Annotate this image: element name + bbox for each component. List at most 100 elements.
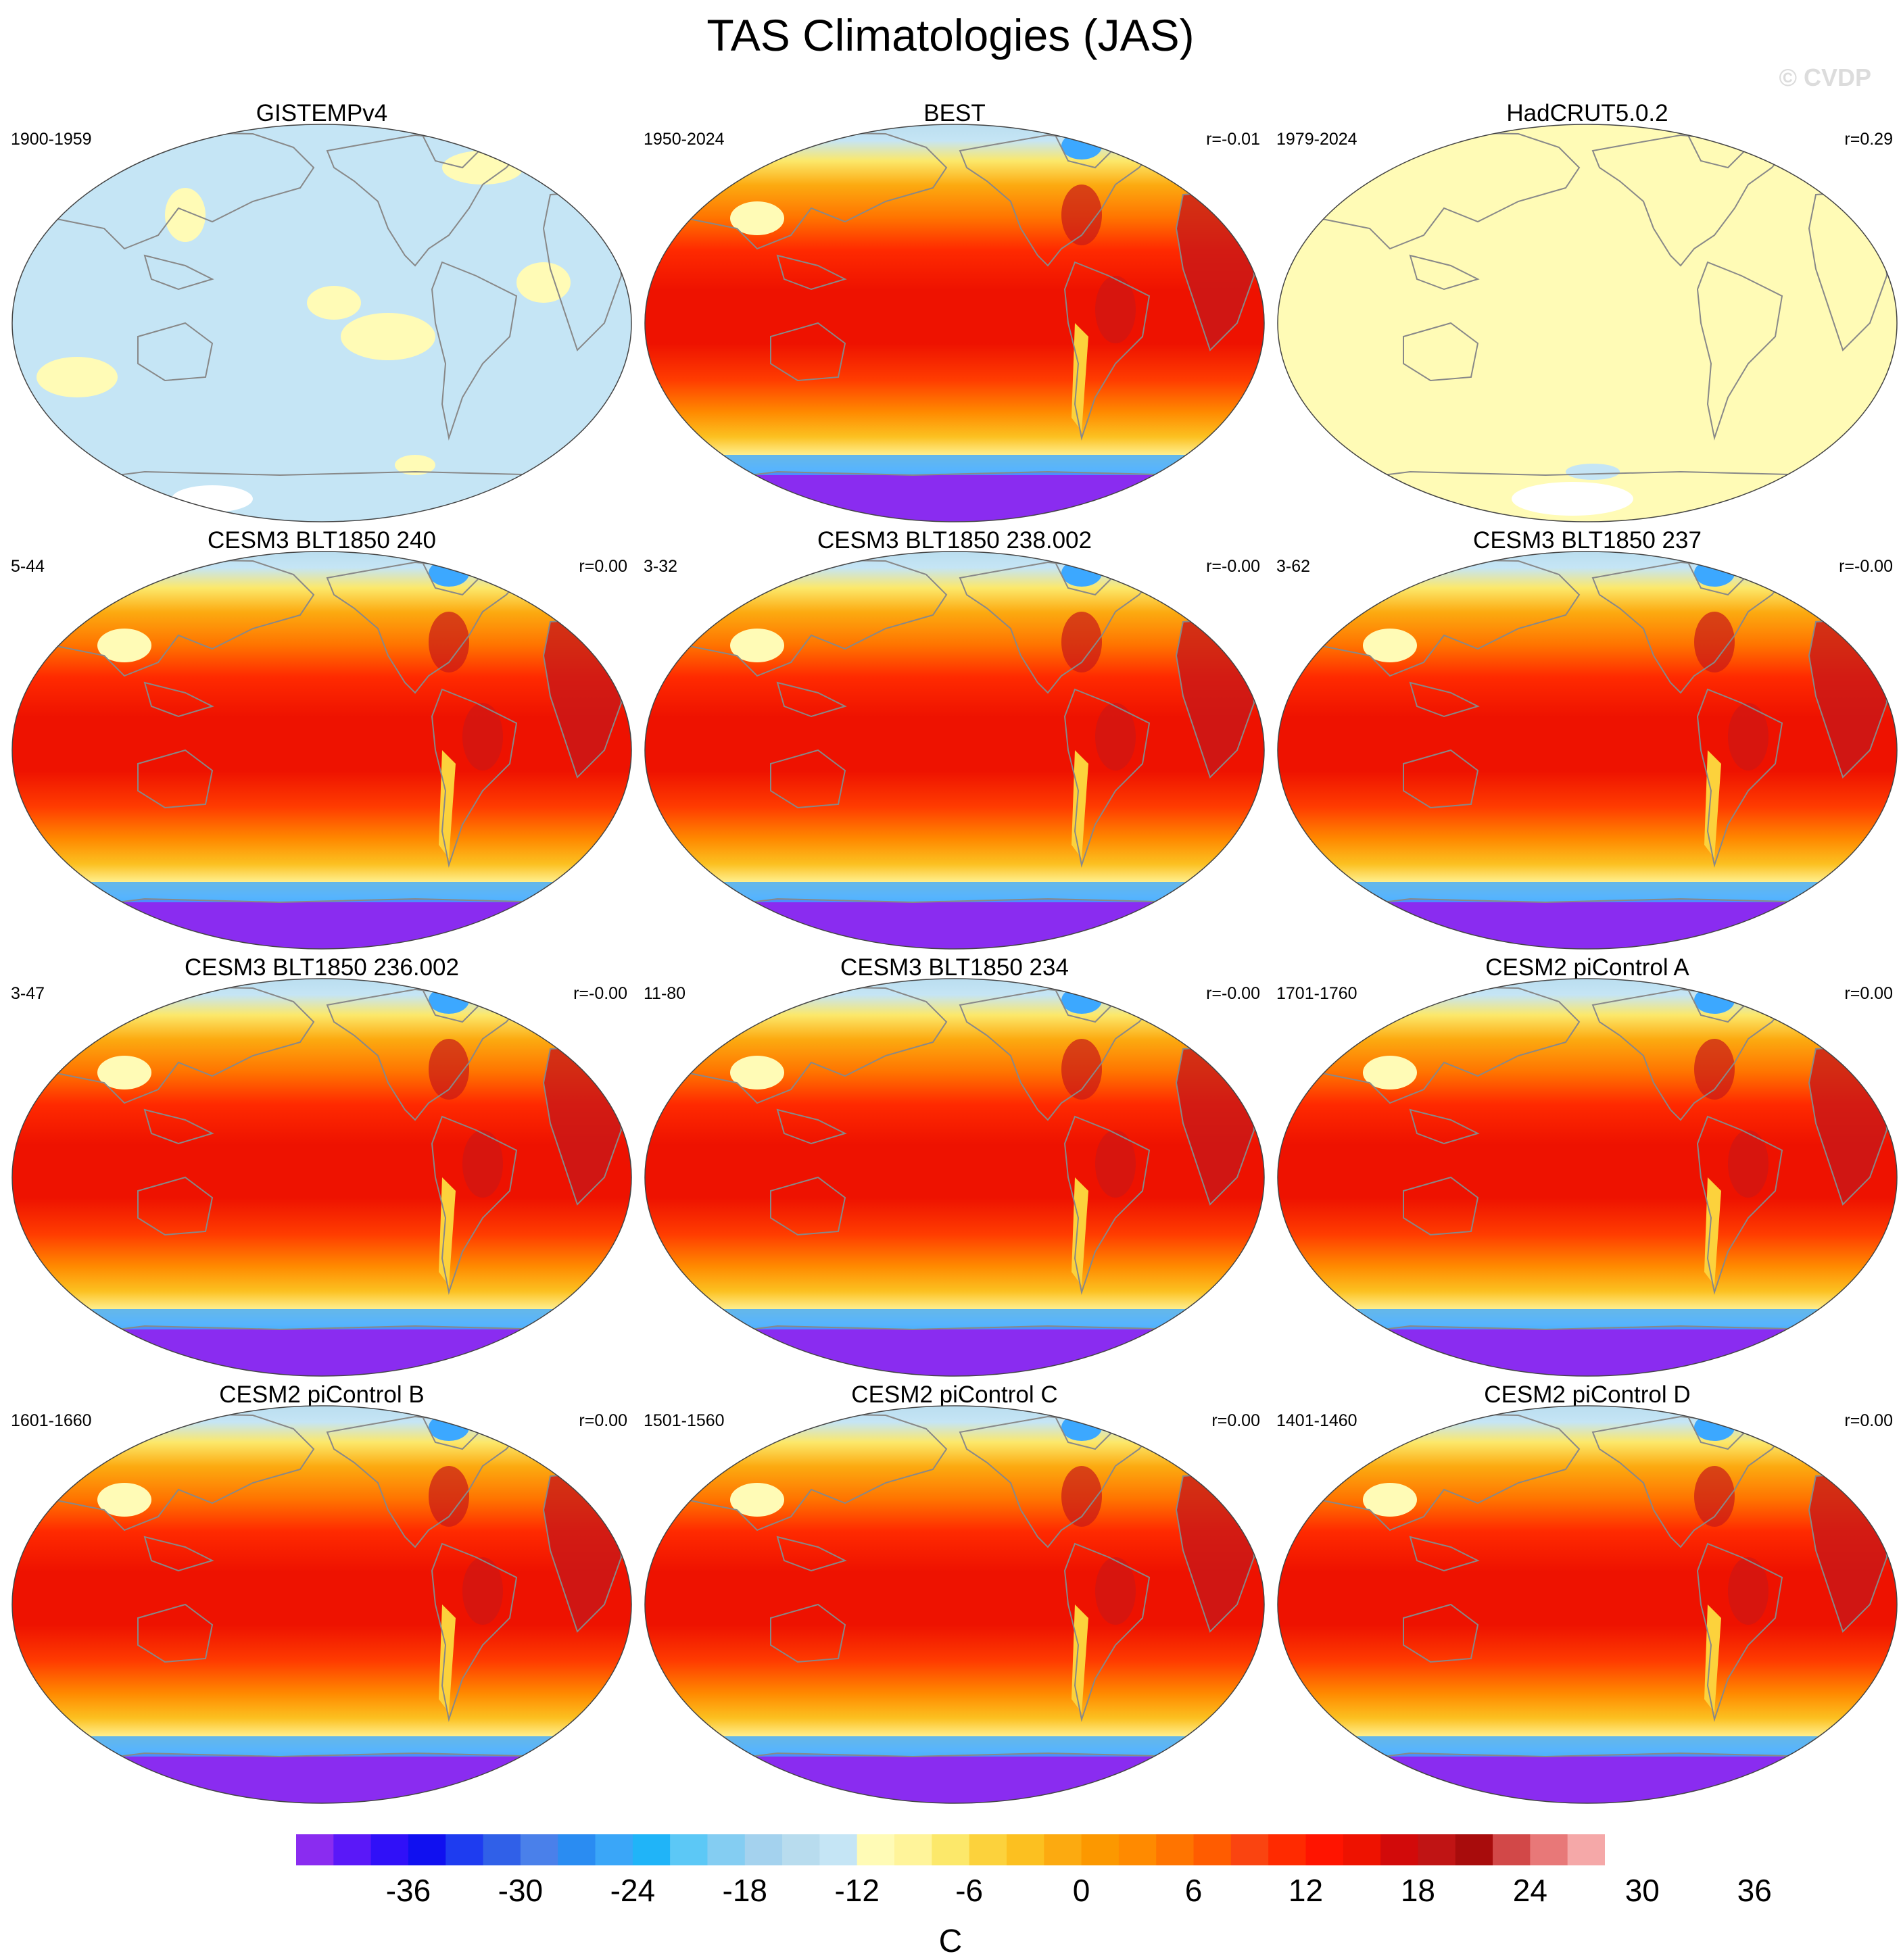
colorbar-tick-label: -18 — [722, 1873, 768, 1908]
coastline-europe — [1808, 580, 1895, 623]
antarctica-cold — [669, 1753, 1244, 1803]
tibet-cold-spot — [730, 629, 784, 662]
map-panel: CESM3 BLT1850 234 11-80 r=-0.00 — [642, 954, 1267, 1380]
coastline-australia — [770, 1176, 846, 1236]
coastline-seasia — [776, 681, 847, 718]
colorbar-tick-label: -12 — [834, 1873, 880, 1908]
coastline-europe — [542, 580, 629, 623]
field-patch — [442, 151, 523, 185]
andes-cold-strip — [1072, 323, 1088, 431]
land-hot-namerica — [1694, 612, 1735, 672]
tibet-cold-spot — [97, 1056, 151, 1089]
antarctica-cold — [669, 472, 1244, 522]
figure-title: TAS Climatologies (JAS) — [706, 10, 1195, 60]
map-border — [1277, 978, 1898, 1377]
land-hot-namerica — [429, 1039, 469, 1100]
antarctica-cold — [669, 899, 1244, 949]
world-map — [644, 978, 1265, 1377]
map-border — [1277, 551, 1898, 950]
colorbar-swatch — [1118, 1834, 1157, 1865]
coastline-samerica — [1696, 1542, 1783, 1722]
coastline-australia — [137, 749, 214, 809]
map-border — [644, 1405, 1265, 1804]
panel-correlation: r=0.00 — [579, 557, 627, 576]
panel-correlation: r=-0.00 — [1206, 557, 1260, 576]
coastline-samerica — [1063, 1115, 1151, 1295]
colorbar-swatch — [1567, 1834, 1605, 1865]
colorbar-swatch — [670, 1834, 708, 1865]
world-map — [1277, 1405, 1898, 1804]
field-patch — [341, 313, 435, 360]
land-hot-samerica — [462, 1130, 503, 1198]
coastline-samerica — [1063, 261, 1151, 441]
panel-period: 1979-2024 — [1276, 130, 1357, 149]
colorbar-swatch — [446, 1834, 484, 1865]
panel-title: CESM2 piControl B — [219, 1381, 425, 1408]
coastline-samerica — [1063, 1542, 1151, 1722]
southern-ocean-cold — [645, 1736, 1264, 1757]
colorbar-swatch — [1305, 1834, 1344, 1865]
colorbar-swatch — [1530, 1834, 1568, 1865]
colorbar-swatch — [1156, 1834, 1195, 1865]
panel-period: 11-80 — [644, 984, 686, 1003]
panel-period: 1501-1560 — [644, 1411, 725, 1430]
tibet-cold-spot — [97, 629, 151, 662]
panel-period: 3-47 — [11, 984, 45, 1003]
colorbar-swatch — [483, 1834, 521, 1865]
panel-title: CESM3 BLT1850 236.002 — [184, 954, 459, 981]
southern-ocean-cold — [12, 1736, 631, 1757]
field-patch — [307, 286, 361, 320]
coastline-seasia — [1409, 254, 1480, 291]
andes-cold-strip — [1704, 1604, 1721, 1713]
panel-correlation: r=-0.00 — [573, 984, 627, 1003]
antarctica-cold — [37, 899, 611, 949]
land-hot-samerica — [1095, 276, 1136, 343]
land-hot-namerica — [429, 612, 469, 672]
land-hot-samerica — [1728, 1557, 1768, 1625]
coastline-seasia — [143, 254, 214, 291]
coastline-samerica — [431, 1115, 518, 1295]
colorbar-swatch — [1493, 1834, 1531, 1865]
land-hot-namerica — [1061, 1039, 1102, 1100]
colorbar-tick-label: 0 — [1072, 1873, 1090, 1908]
land-hot-namerica — [1061, 612, 1102, 672]
panel-title: CESM2 piControl D — [1484, 1381, 1691, 1408]
coastline-samerica — [1696, 688, 1783, 868]
land-hot-namerica — [1694, 1039, 1735, 1100]
panel-period: 3-32 — [644, 557, 678, 576]
panel-title: CESM2 piControl C — [851, 1381, 1058, 1408]
andes-cold-strip — [439, 1604, 456, 1713]
colorbar-swatch — [1044, 1834, 1082, 1865]
colorbar-tick-label: -30 — [498, 1873, 544, 1908]
colorbar-swatch — [1380, 1834, 1418, 1865]
map-panel: CESM3 BLT1850 240 5-44 r=0.00 — [9, 527, 634, 953]
andes-cold-strip — [1704, 750, 1721, 858]
andes-cold-strip — [1704, 1177, 1721, 1285]
cvdp-watermark: © CVDP — [1779, 64, 1871, 91]
colorbar-tick-label: -36 — [385, 1873, 431, 1908]
field-patch — [1802, 489, 1870, 509]
tibet-cold-spot — [1363, 1483, 1417, 1517]
colorbar-tick-label: 6 — [1184, 1873, 1203, 1908]
coastline-europe — [1175, 580, 1262, 623]
coastline-europe — [1175, 1007, 1262, 1050]
world-map — [1277, 124, 1898, 522]
colorbar-swatch — [932, 1834, 970, 1865]
panel-title: GISTEMPv4 — [256, 100, 388, 126]
land-hot-samerica — [1095, 1557, 1136, 1625]
map-border — [11, 978, 632, 1377]
land-hot-samerica — [1728, 1130, 1768, 1198]
land-hot-namerica — [1061, 185, 1102, 245]
coastline-australia — [1403, 1603, 1479, 1663]
coastline-seasia — [143, 1536, 214, 1572]
colorbar-swatch — [1418, 1834, 1456, 1865]
colorbar-tick-label: 24 — [1512, 1873, 1547, 1908]
coastline-seasia — [776, 254, 847, 291]
colorbar-swatch — [857, 1834, 895, 1865]
land-hot-samerica — [462, 703, 503, 770]
coastline-seasia — [1409, 1536, 1480, 1572]
coastline-europe — [1175, 1434, 1262, 1477]
colorbar-swatch — [370, 1834, 409, 1865]
colorbar-swatch — [595, 1834, 633, 1865]
coastline-australia — [770, 1603, 846, 1663]
